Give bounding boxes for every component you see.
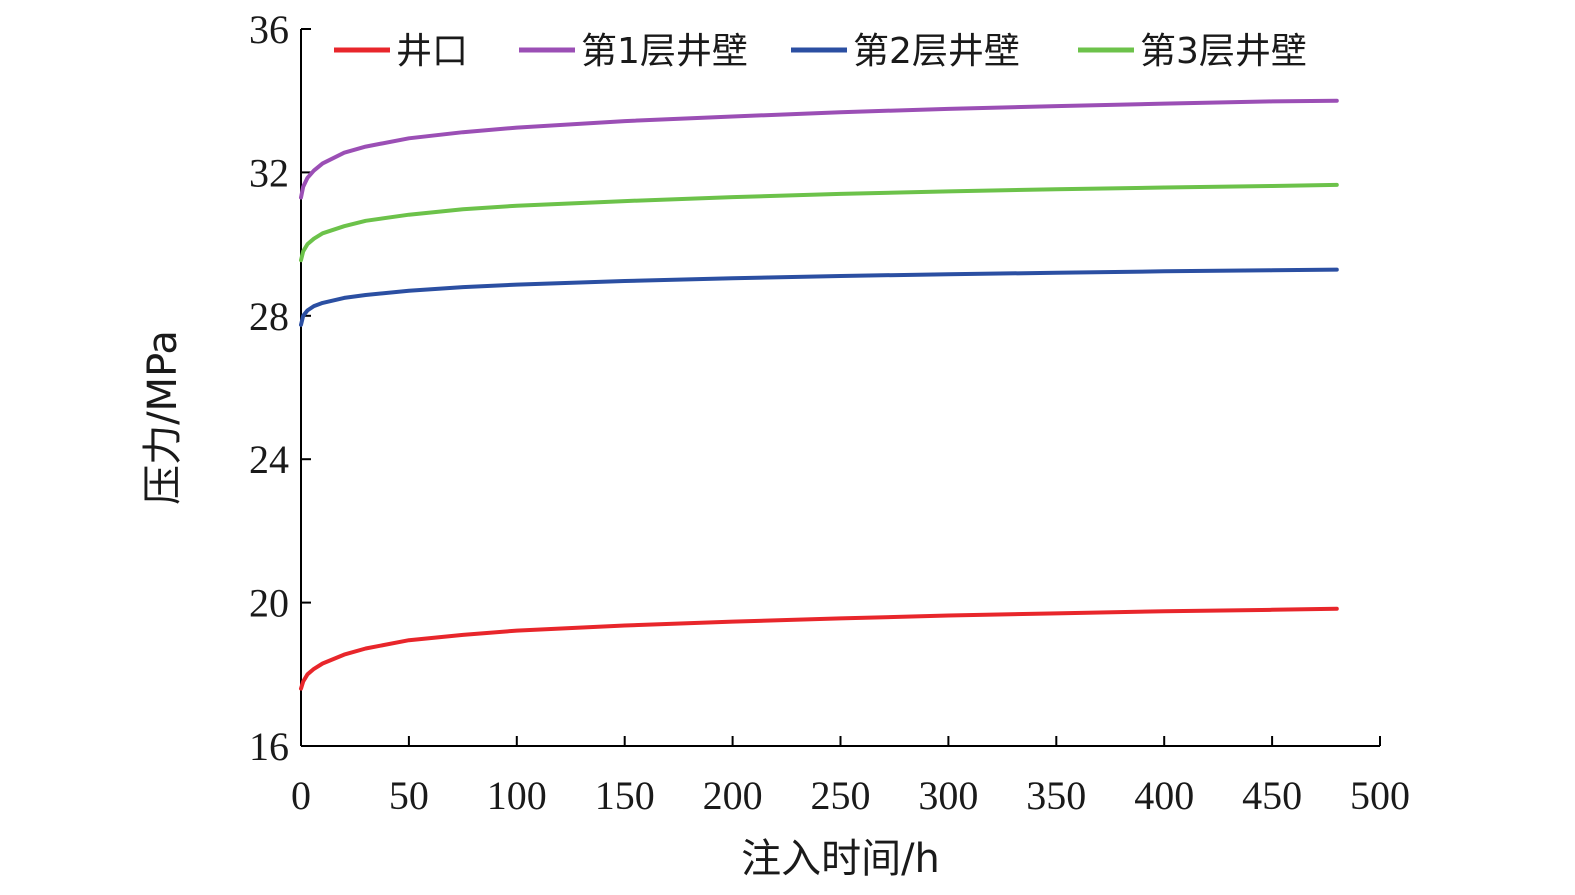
x-tick-label: 150 <box>595 773 655 818</box>
y-axis-title: 压力/MPa <box>140 330 186 505</box>
legend-item-4: 第3层井壁 <box>1078 31 1307 72</box>
series-line-3 <box>299 267 1339 327</box>
legend-item-2: 第1层井壁 <box>519 31 748 72</box>
y-tick-label: 28 <box>249 294 289 339</box>
legend-label: 井口 <box>396 31 468 72</box>
x-tick-label: 400 <box>1134 773 1194 818</box>
y-tick-label: 24 <box>249 437 289 482</box>
x-axis-title: 注入时间/h <box>741 836 940 882</box>
x-tick-label: 0 <box>291 773 311 818</box>
legend-label: 第2层井壁 <box>853 31 1020 72</box>
y-tick-label: 32 <box>249 150 289 195</box>
x-tick-label: 200 <box>703 773 763 818</box>
x-tick-label: 300 <box>918 773 978 818</box>
x-tick-label: 500 <box>1350 773 1410 818</box>
legend-item-1: 井口 <box>334 31 468 72</box>
axes: 16 20 24 28 32 36 0 50 100 150 200 250 300 350 400 450 5… <box>249 7 1410 818</box>
x-tick-label: 450 <box>1242 773 1302 818</box>
legend-item-3: 第2层井壁 <box>791 31 1020 72</box>
y-tick-label: 20 <box>249 581 289 626</box>
x-tick-label: 100 <box>487 773 547 818</box>
y-tick-label: 36 <box>249 7 289 52</box>
plot-area <box>299 98 1339 691</box>
x-tick-label: 50 <box>389 773 429 818</box>
series-line-1 <box>299 606 1339 691</box>
series-line-4 <box>299 182 1339 263</box>
legend-label: 第1层井壁 <box>581 31 748 72</box>
y-tick-label: 16 <box>249 724 289 769</box>
legend-label: 第3层井壁 <box>1140 31 1307 72</box>
legend: 井口 第1层井壁 第2层井壁 第3层井壁 <box>334 31 1307 72</box>
series-line-2 <box>299 98 1339 200</box>
x-tick-label: 350 <box>1026 773 1086 818</box>
x-tick-label: 250 <box>811 773 871 818</box>
